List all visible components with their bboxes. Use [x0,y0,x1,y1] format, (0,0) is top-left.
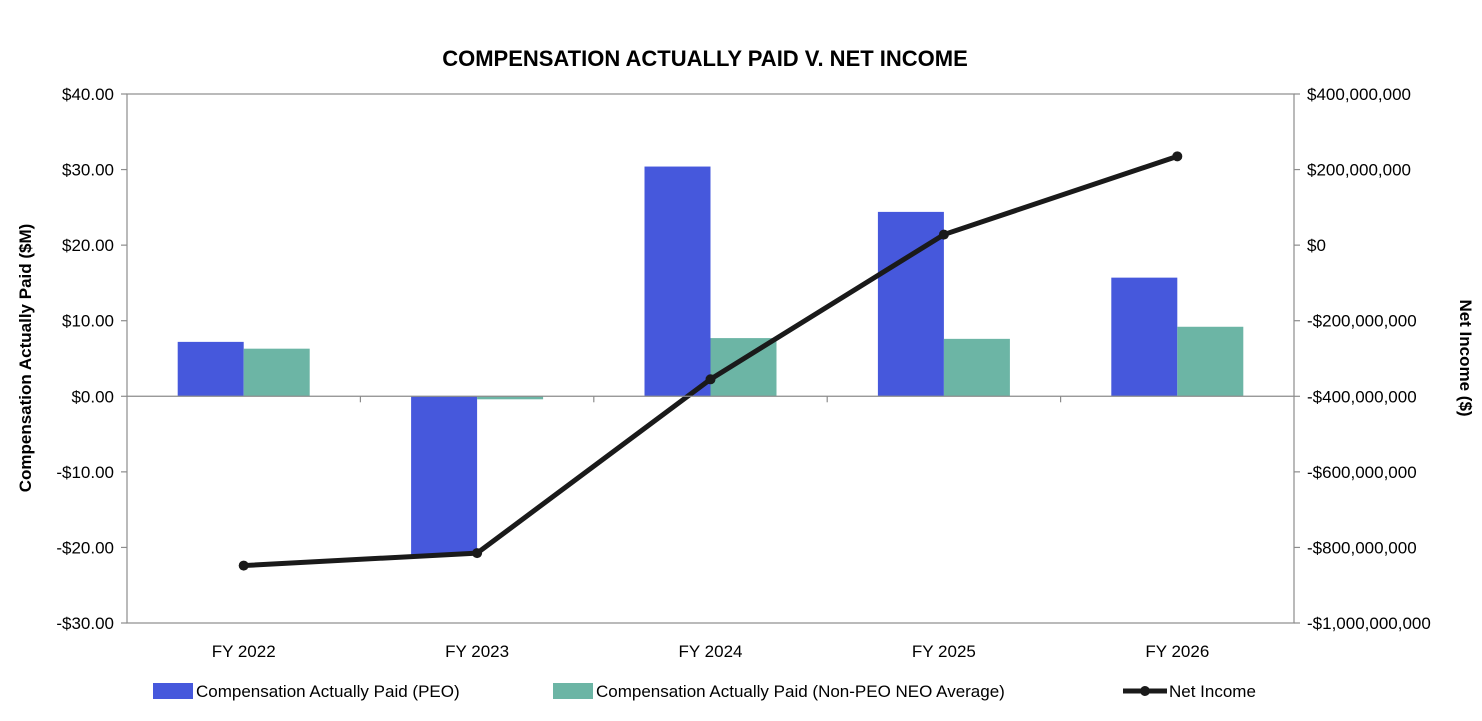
legend-swatch-marker [1140,686,1150,696]
left-tick-label: $40.00 [62,85,114,104]
legend-item-2: Compensation Actually Paid (Non-PEO NEO … [553,682,1005,701]
right-tick-label: -$800,000,000 [1307,538,1417,557]
bar-peo-3 [644,166,711,397]
left-tick-label: $10.00 [62,312,114,331]
legend-item-1: Compensation Actually Paid (PEO) [153,682,460,701]
legend-swatch [153,683,193,699]
bar-peo-5 [1111,277,1178,397]
category-label: FY 2026 [1145,642,1209,661]
chart-title: COMPENSATION ACTUALLY PAID V. NET INCOME [442,46,968,71]
plot-area [126,93,1295,624]
left-tick-label: -$30.00 [56,614,114,633]
category-label: FY 2022 [212,642,276,661]
bar-peo-2 [411,396,478,555]
bar-peo-1 [177,341,244,397]
left-tick-label: $30.00 [62,161,114,180]
net-income-point-1 [238,560,249,571]
bar-non-peo-neo-4 [943,338,1010,397]
right-tick-label: $400,000,000 [1307,85,1411,104]
legend-label: Compensation Actually Paid (Non-PEO NEO … [596,682,1005,701]
legend-item-3: Net Income [1123,682,1256,701]
legend: Compensation Actually Paid (PEO) Compensa… [153,682,1256,701]
right-tick-label: -$600,000,000 [1307,463,1417,482]
bar-non-peo-neo-1 [243,348,310,397]
right-axis-label: Net Income ($) [1456,299,1475,416]
left-tick-label: -$10.00 [56,463,114,482]
net-income-point-5 [1172,151,1183,162]
axes-layer: $40.00 $30.00 $20.00 $10.00 $0.00 -$10.00 -$20… [56,85,1431,661]
legend-swatch [553,683,593,699]
bar-non-peo-neo-5 [1177,326,1244,397]
net-income-point-2 [472,548,483,559]
bar-non-peo-neo-2 [477,396,544,400]
category-label: FY 2023 [445,642,509,661]
legend-label: Compensation Actually Paid (PEO) [196,682,460,701]
legend-label: Net Income [1169,682,1256,701]
right-tick-label: -$400,000,000 [1307,387,1417,406]
left-tick-label: $0.00 [71,387,114,406]
right-tick-label: $0 [1307,236,1326,255]
net-income-point-4 [938,229,949,240]
right-tick-label: -$200,000,000 [1307,312,1417,331]
left-axis-label: Compensation Actually Paid ($M) [16,224,35,493]
net-income-line-layer [238,151,1183,571]
category-label: FY 2025 [912,642,976,661]
right-tick-label: $200,000,000 [1307,161,1411,180]
left-tick-label: $20.00 [62,236,114,255]
category-label: FY 2024 [679,642,743,661]
right-tick-label: -$1,000,000,000 [1307,614,1431,633]
plot-border [126,93,1295,624]
left-tick-label: -$20.00 [56,538,114,557]
bars-layer [177,166,1244,555]
net-income-point-3 [705,374,716,385]
